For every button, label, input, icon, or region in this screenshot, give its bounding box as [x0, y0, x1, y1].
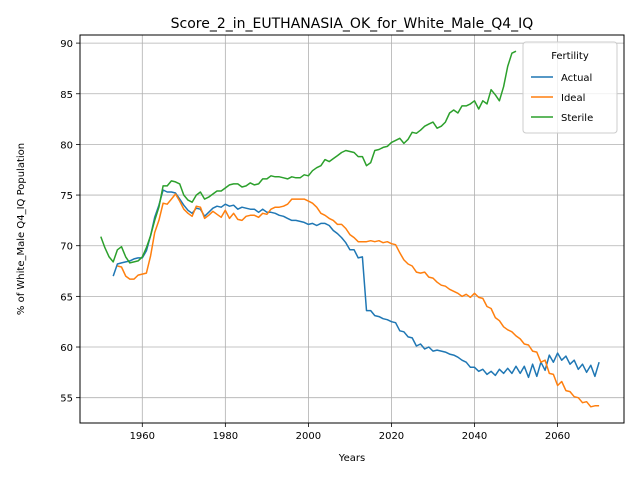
series-line-ideal	[117, 193, 600, 408]
legend-label-sterile: Sterile	[561, 113, 593, 124]
x-tick-label: 2040	[462, 431, 487, 442]
legend-box	[522, 41, 618, 134]
series-lines	[100, 50, 600, 408]
y-tick-label: 55	[60, 394, 73, 405]
x-axis-label: Years	[338, 453, 365, 464]
axis-ticks: 1960 1980 2000 2020 2040 2060 55 60 65 70 75 80 85 90	[60, 39, 570, 442]
y-tick-label: 75	[60, 191, 73, 202]
y-tick-label: 85	[60, 90, 73, 101]
axes-frame	[79, 34, 625, 424]
x-tick-label: 2000	[296, 431, 321, 442]
y-tick-label: 90	[60, 39, 73, 50]
chart-title: Score_2_in_EUTHANASIA_OK_for_White_Male_…	[171, 16, 534, 32]
x-tick-label: 1960	[130, 431, 155, 442]
series-line-sterile	[100, 50, 517, 264]
y-tick-label: 70	[60, 242, 73, 253]
legend-entries: Actual Ideal Sterile	[531, 73, 593, 124]
legend-label-actual: Actual	[561, 73, 592, 84]
grid	[80, 35, 624, 423]
y-axis-label: % of White_Male Q4_IQ Population	[16, 143, 27, 315]
y-tick-label: 65	[60, 292, 73, 303]
legend: Fertility Actual Ideal Sterile	[522, 41, 618, 134]
legend-label-ideal: Ideal	[561, 93, 585, 104]
x-tick-label: 1980	[213, 431, 238, 442]
x-tick-label: 2020	[379, 431, 404, 442]
legend-title: Fertility	[551, 51, 589, 62]
y-tick-label: 80	[60, 140, 73, 151]
y-tick-label: 60	[60, 343, 73, 354]
x-tick-label: 2060	[545, 431, 570, 442]
